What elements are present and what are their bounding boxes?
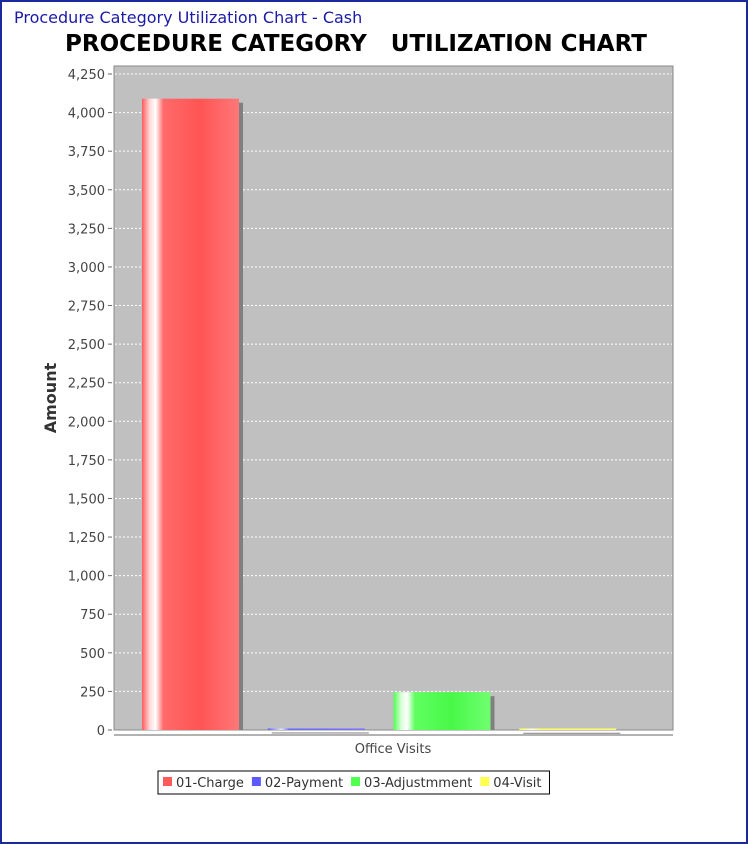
legend-label: 04-Visit xyxy=(493,776,541,791)
legend: 01-Charge 02-Payment 03-Adjustmment 04-Visi… xyxy=(157,770,550,795)
bar-03-adjustmment xyxy=(393,692,491,730)
legend-swatch xyxy=(251,777,261,786)
y-axis: 0 250 500 750 1,000 1,250 1,500 1,750 2,000 2,250… xyxy=(68,68,112,739)
y-tick-label: 4,000 xyxy=(68,107,105,122)
y-tick-label: 3,500 xyxy=(68,184,105,199)
y-tick-label: 500 xyxy=(80,647,105,662)
y-tick-label: 2,250 xyxy=(68,377,105,392)
chart-title: PROCEDURE CATEGORY UTILIZATION CHART xyxy=(65,31,647,57)
bar-shadow xyxy=(271,732,369,734)
bar-02-payment xyxy=(267,728,365,730)
y-tick-label: 1,500 xyxy=(68,492,105,507)
y-tick-label: 1,250 xyxy=(68,531,105,546)
legend-label: 03-Adjustmment xyxy=(364,776,472,791)
y-tick-label: 1,000 xyxy=(68,570,105,585)
bars xyxy=(142,98,621,734)
legend-label: 02-Payment xyxy=(265,776,343,791)
y-tick-label: 1,750 xyxy=(68,454,105,469)
y-tick-label: 0 xyxy=(97,724,105,739)
y-tick-label: 3,750 xyxy=(68,145,105,160)
y-tick-label: 2,500 xyxy=(68,338,105,353)
y-tick-label: 4,250 xyxy=(68,68,105,83)
legend-swatch xyxy=(163,777,172,786)
bar-04-visit xyxy=(519,728,617,730)
legend-label: 01-Charge xyxy=(176,776,244,791)
legend-swatch xyxy=(480,777,490,786)
legend-swatch xyxy=(351,777,361,786)
y-tick-label: 250 xyxy=(80,685,105,700)
y-axis-title: Amount xyxy=(41,362,60,433)
bar-01-charge xyxy=(142,98,239,730)
y-tick-label: 2,000 xyxy=(68,415,105,430)
y-tick-label: 3,000 xyxy=(68,261,105,276)
category-label: Office Visits xyxy=(355,742,432,757)
y-tick-label: 750 xyxy=(80,608,105,623)
window-title: Procedure Category Utilization Chart - C… xyxy=(14,8,363,27)
bar-shadow xyxy=(523,732,621,734)
y-tick-label: 3,250 xyxy=(68,222,105,237)
y-tick-label: 2,750 xyxy=(68,300,105,315)
